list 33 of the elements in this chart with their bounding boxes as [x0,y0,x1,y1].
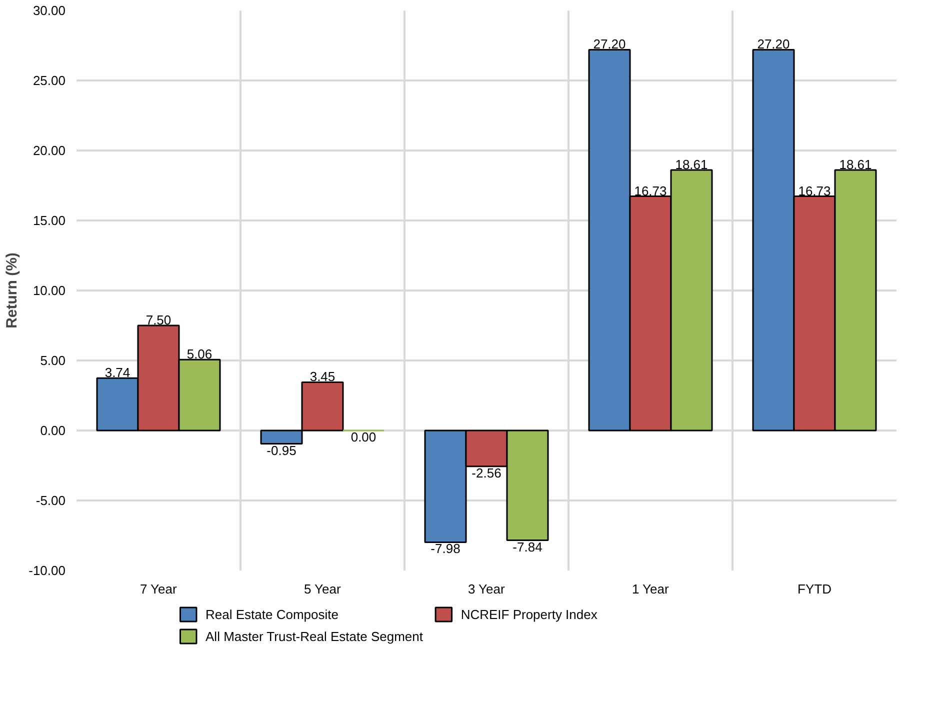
y-tick-label: 30.00 [32,3,66,18]
data-label: 16.73 [798,183,831,198]
x-tick-label: 1 Year [632,582,670,596]
x-tick-label: 3 Year [468,582,506,596]
x-tick-label: 7 Year [140,582,178,596]
data-label: 18.61 [839,156,872,172]
data-label: -7.98 [430,541,460,556]
legend-label: All Master Trust-Real Estate Segment [206,629,424,644]
data-label: -0.95 [266,442,296,458]
y-tick-label: 15.00 [32,213,66,228]
x-tick-label: 5 Year [304,582,342,596]
y-tick-label: 0.00 [40,423,66,438]
data-label: -7.84 [512,539,542,554]
data-label: 3.74 [104,365,130,380]
data-label: 16.73 [634,183,667,198]
data-label: 3.45 [310,369,336,384]
y-tick-label: -10.00 [28,563,66,578]
y-tick-label: 10.00 [32,283,66,298]
data-label: -2.56 [472,465,502,480]
data-label: 27.20 [593,36,626,52]
data-label: 18.61 [675,156,708,172]
data-label: 27.20 [757,36,790,52]
y-axis-title: Return (%) [4,252,21,328]
y-tick-label: 20.00 [32,143,66,158]
data-label: 0.00 [350,430,376,444]
y-tick-label: -5.00 [36,493,66,508]
data-label: 7.50 [146,312,172,328]
legend-label: Real Estate Composite [206,607,338,622]
x-tick-label: FYTD [798,582,832,596]
y-tick-label: 25.00 [32,73,66,88]
y-tick-label: 5.00 [40,353,66,368]
data-label: 5.06 [186,346,212,362]
legend-label: NCREIF Property Index [460,607,598,622]
